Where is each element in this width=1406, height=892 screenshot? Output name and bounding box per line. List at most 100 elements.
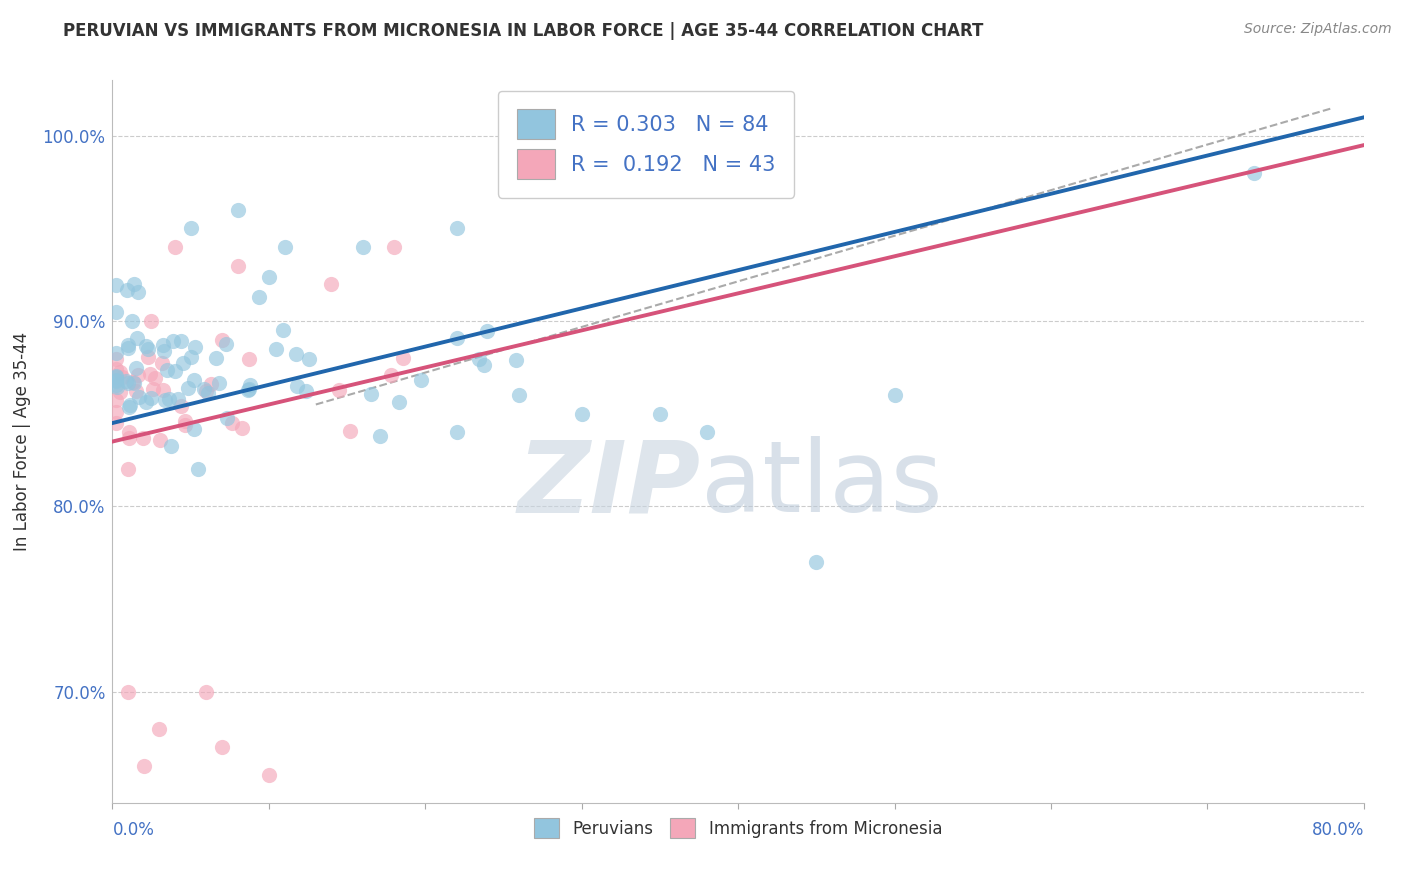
Point [273, 240, 295, 254]
Point [142, 382, 165, 396]
Point [236, 383, 259, 397]
Point [104, 305, 127, 319]
Point [298, 351, 321, 366]
Text: ZIP: ZIP [517, 436, 700, 533]
Point [211, 334, 233, 348]
Point [184, 340, 207, 354]
Point [193, 382, 215, 396]
Point [271, 323, 294, 337]
Point [166, 392, 188, 406]
Point [105, 380, 128, 394]
Point [172, 356, 194, 370]
Point [132, 431, 155, 445]
Text: atlas: atlas [700, 436, 942, 533]
Point [111, 370, 134, 384]
Point [200, 377, 222, 392]
Point [505, 352, 527, 367]
Point [176, 381, 198, 395]
Point [183, 422, 205, 436]
Text: Source: ZipAtlas.com: Source: ZipAtlas.com [1244, 22, 1392, 37]
Point [128, 390, 150, 404]
Point [104, 345, 127, 359]
Point [247, 290, 270, 304]
Point [125, 384, 148, 398]
Point [163, 240, 186, 254]
Point [104, 368, 127, 383]
Point [152, 384, 174, 398]
Point [120, 398, 142, 412]
Point [648, 407, 671, 421]
Point [285, 379, 308, 393]
Point [380, 368, 402, 383]
Point [162, 334, 184, 348]
Point [104, 416, 127, 430]
Point [117, 338, 139, 352]
Point [238, 382, 260, 396]
Point [117, 283, 139, 297]
Point [104, 393, 127, 408]
Point [264, 342, 287, 356]
Point [118, 401, 141, 415]
Point [285, 347, 308, 361]
Point [239, 378, 262, 392]
Point [104, 373, 127, 387]
Point [135, 339, 157, 353]
Point [143, 371, 166, 385]
Point [160, 439, 183, 453]
Point [238, 351, 260, 366]
Point [226, 259, 249, 273]
Point [153, 392, 176, 407]
Point [294, 384, 316, 398]
Point [696, 425, 718, 440]
Point [149, 433, 172, 447]
Point [208, 376, 231, 390]
Point [108, 384, 131, 399]
Point [211, 740, 233, 755]
Point [105, 278, 128, 293]
Point [257, 768, 280, 782]
Point [117, 462, 139, 476]
Y-axis label: In Labor Force | Age 35-44: In Labor Force | Age 35-44 [14, 332, 31, 551]
Point [157, 392, 180, 406]
Point [195, 684, 218, 698]
Point [475, 324, 498, 338]
Point [117, 684, 139, 698]
Point [388, 395, 411, 409]
Point [187, 462, 209, 476]
Point [153, 344, 176, 359]
Point [117, 376, 139, 390]
Point [446, 221, 468, 235]
Point [127, 368, 149, 382]
Point [339, 425, 361, 439]
Point [135, 395, 157, 409]
Point [257, 270, 280, 285]
Point [446, 331, 468, 345]
Point [117, 342, 139, 356]
Point [148, 722, 170, 736]
Point [180, 350, 202, 364]
Point [183, 373, 205, 387]
Point [104, 374, 127, 388]
Point [180, 221, 202, 235]
Point [125, 360, 148, 375]
Point [141, 392, 163, 406]
Point [132, 758, 155, 772]
Point [121, 314, 143, 328]
Point [360, 387, 382, 401]
Point [105, 378, 128, 392]
Legend: Peruvians, Immigrants from Micronesia: Peruvians, Immigrants from Micronesia [527, 812, 949, 845]
Point [125, 331, 148, 345]
Point [108, 365, 131, 379]
Point [226, 202, 249, 217]
Point [446, 425, 468, 440]
Point [104, 370, 127, 384]
Point [122, 376, 145, 390]
Point [104, 352, 127, 367]
Point [883, 388, 905, 402]
Point [328, 383, 350, 397]
Point [170, 399, 193, 413]
Point [156, 363, 179, 377]
Point [150, 356, 173, 370]
Point [571, 407, 593, 421]
Point [152, 337, 174, 351]
